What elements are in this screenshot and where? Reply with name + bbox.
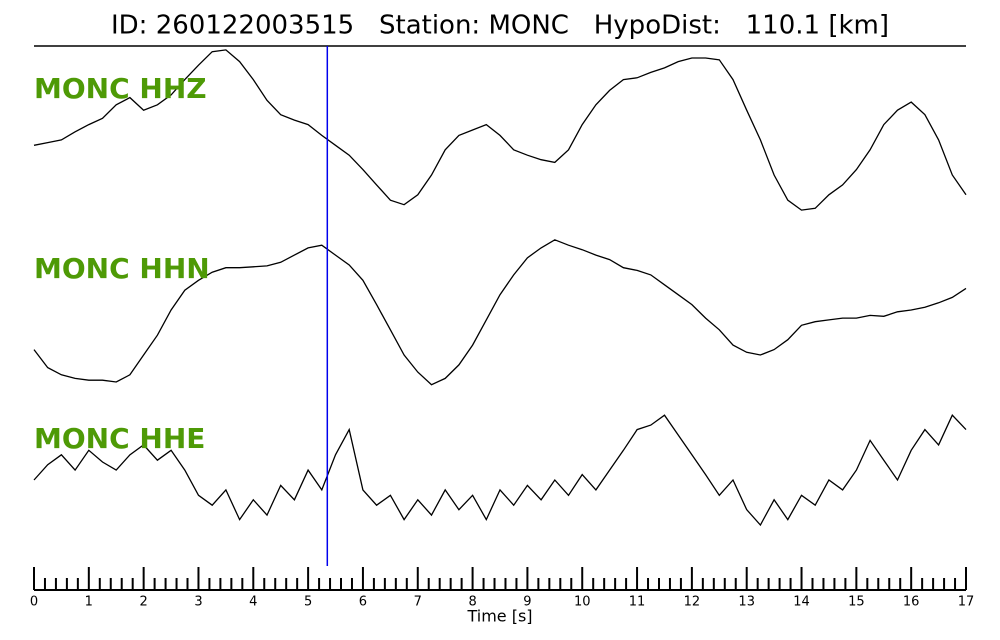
x-tick-label: 3 [194, 595, 202, 610]
x-tick-label: 12 [684, 595, 701, 610]
x-tick-label: 13 [738, 595, 755, 610]
x-tick-label: 9 [523, 595, 531, 610]
x-tick-label: 5 [304, 595, 312, 610]
x-tick-label: 8 [468, 595, 476, 610]
trace [33, 239, 967, 386]
x-tick-label: 10 [574, 595, 591, 610]
x-axis-label: Time [s] [466, 607, 532, 626]
x-tick-label: 0 [30, 595, 38, 610]
x-tick-label: 2 [140, 595, 148, 610]
x-tick-label: 15 [848, 595, 865, 610]
x-tick-label: 7 [414, 595, 422, 610]
x-tick-label: 16 [903, 595, 920, 610]
x-tick-label: 17 [958, 595, 975, 610]
trace [33, 414, 967, 527]
trace-label: MONC HHZ [34, 72, 207, 105]
trace [33, 49, 967, 211]
trace-label: MONC HHE [34, 422, 205, 455]
x-tick-label: 4 [249, 595, 257, 610]
x-tick-label: 11 [629, 595, 646, 610]
x-tick-label: 1 [85, 595, 93, 610]
chart-title: ID: 260122003515 Station: MONC HypoDist:… [111, 11, 889, 41]
trace-label: MONC HHN [34, 252, 210, 285]
x-tick-label: 14 [793, 595, 810, 610]
x-tick-label: 6 [359, 595, 367, 610]
